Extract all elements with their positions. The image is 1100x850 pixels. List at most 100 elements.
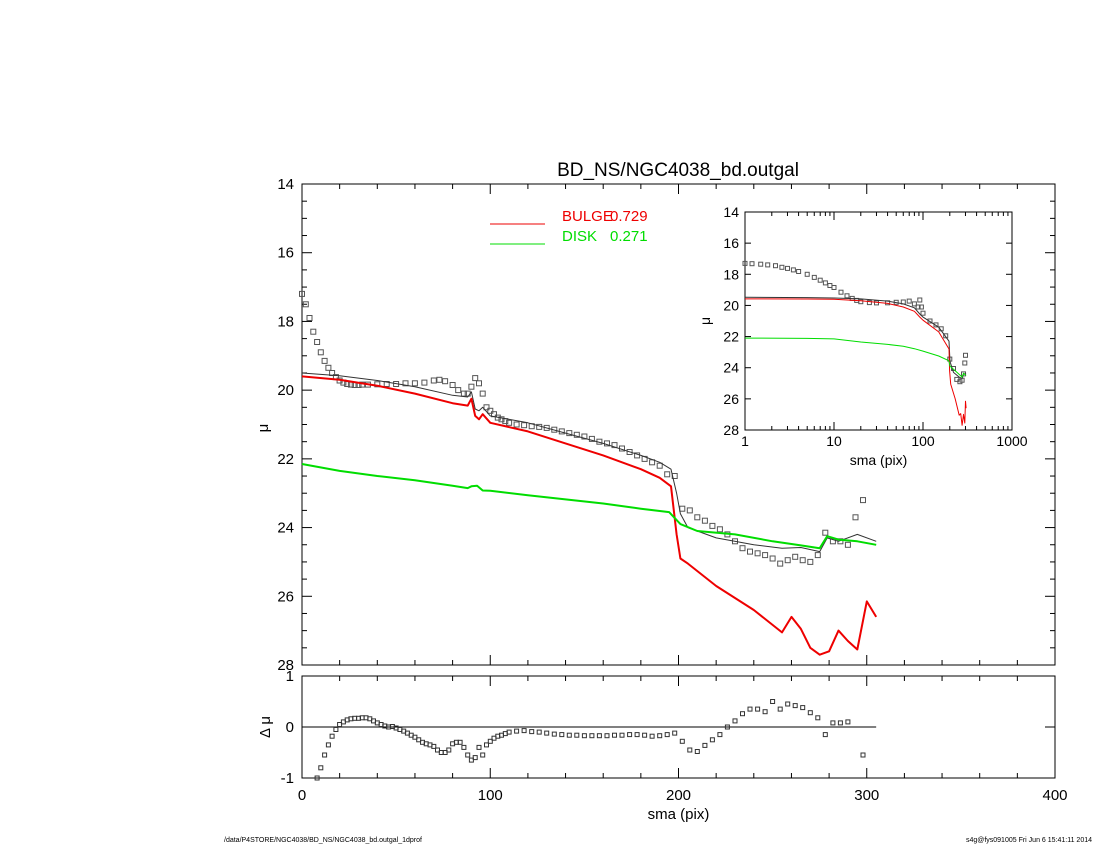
y-tick-label: 22 bbox=[723, 329, 739, 345]
residual-point bbox=[672, 730, 678, 736]
residual-point bbox=[472, 755, 478, 761]
y-tick-label: 28 bbox=[277, 657, 294, 674]
data-point bbox=[664, 471, 671, 478]
data-point bbox=[739, 545, 746, 552]
residual-point bbox=[337, 722, 343, 727]
data-point bbox=[383, 381, 390, 387]
data-point bbox=[310, 328, 317, 335]
residual-point bbox=[465, 752, 471, 758]
residual-point bbox=[589, 733, 595, 739]
inset-log-panel: 14 16 18 20 22 24 26 281 10 100 1000 sma (pix) μ bbox=[697, 204, 1028, 468]
inset-data-point bbox=[866, 300, 872, 306]
data-point bbox=[449, 382, 456, 388]
inset-data-point bbox=[765, 262, 771, 268]
residual-point bbox=[446, 747, 452, 753]
residual-point bbox=[457, 739, 463, 745]
x-tick-label: 1 bbox=[741, 433, 749, 449]
data-point bbox=[656, 462, 663, 469]
residual-point bbox=[845, 719, 851, 725]
residual-point bbox=[792, 703, 798, 709]
data-point bbox=[317, 349, 324, 356]
residual-point bbox=[604, 733, 610, 739]
residual-point bbox=[724, 724, 730, 730]
residual-point bbox=[627, 732, 633, 738]
residual-point bbox=[480, 752, 486, 758]
data-point bbox=[860, 497, 866, 504]
residual-point bbox=[544, 730, 550, 736]
residual-point bbox=[612, 732, 617, 738]
x-axis-label: sma (pix) bbox=[850, 452, 908, 468]
inset-data-point bbox=[817, 277, 823, 283]
data-point bbox=[436, 376, 443, 383]
data-point bbox=[822, 529, 829, 536]
legend-value: 0.729 bbox=[610, 208, 648, 225]
inset-data-point bbox=[906, 298, 912, 304]
residual-point bbox=[325, 742, 331, 748]
inset-data-point bbox=[911, 301, 917, 307]
residual-point bbox=[431, 743, 437, 749]
data-point bbox=[573, 431, 580, 438]
inset-data-point bbox=[785, 265, 790, 271]
residual-point bbox=[732, 718, 738, 724]
chart-title: BD_NS/NGC4038_bd.outgal bbox=[557, 160, 799, 181]
data-point bbox=[626, 449, 633, 455]
inset-data-point bbox=[838, 289, 844, 295]
y-axis-label: μ bbox=[255, 424, 272, 433]
data-point bbox=[686, 507, 693, 514]
inset-data-point bbox=[742, 260, 748, 266]
inset-data-point bbox=[962, 360, 968, 366]
residual-point bbox=[762, 709, 768, 715]
data-point bbox=[762, 552, 769, 559]
residual-point bbox=[657, 733, 663, 739]
data-point bbox=[747, 548, 753, 555]
data-point bbox=[543, 424, 550, 431]
data-point bbox=[588, 435, 595, 442]
residual-point bbox=[747, 706, 753, 712]
data-point bbox=[455, 387, 462, 394]
data-point bbox=[506, 419, 513, 426]
residual-point bbox=[860, 752, 866, 758]
series-line-disk bbox=[301, 463, 877, 550]
residual-point bbox=[770, 699, 776, 704]
residual-point bbox=[412, 734, 418, 740]
residual-point bbox=[514, 728, 520, 734]
data-point bbox=[844, 541, 851, 548]
x-tick-label: 100 bbox=[911, 433, 935, 449]
residual-point bbox=[551, 731, 557, 737]
residual-point bbox=[785, 701, 791, 707]
inset-series-line-disk bbox=[744, 337, 967, 378]
inset-data-point bbox=[951, 366, 956, 371]
data-point bbox=[442, 378, 449, 385]
y-tick-label: 14 bbox=[723, 204, 739, 220]
residual-point bbox=[461, 744, 467, 750]
inset-data-point bbox=[858, 299, 864, 305]
data-point bbox=[421, 379, 428, 386]
data-point bbox=[411, 380, 418, 387]
inset-data-point bbox=[943, 333, 949, 339]
residual-point bbox=[837, 720, 843, 726]
data-point bbox=[694, 514, 701, 521]
data-point bbox=[472, 375, 479, 382]
y-tick-label: 24 bbox=[277, 520, 294, 537]
residual-point bbox=[333, 727, 339, 732]
y-tick-label: 28 bbox=[723, 422, 739, 438]
inset-series-line-model-total bbox=[744, 296, 967, 380]
residual-point bbox=[521, 728, 527, 734]
data-point bbox=[306, 315, 313, 321]
data-point bbox=[611, 442, 618, 449]
y-axis-label: μ bbox=[697, 317, 713, 325]
residual-point bbox=[566, 732, 572, 738]
residual-point bbox=[830, 720, 836, 726]
x-tick-label: 10 bbox=[826, 433, 842, 449]
inset-data-point bbox=[822, 280, 828, 286]
data-point bbox=[325, 364, 332, 371]
data-point bbox=[679, 505, 686, 512]
inset-data-point bbox=[796, 269, 802, 274]
data-point bbox=[487, 407, 494, 414]
y-tick-label: 26 bbox=[723, 391, 739, 407]
residual-point bbox=[702, 742, 708, 748]
residual-point bbox=[487, 738, 493, 744]
data-point bbox=[302, 301, 309, 308]
